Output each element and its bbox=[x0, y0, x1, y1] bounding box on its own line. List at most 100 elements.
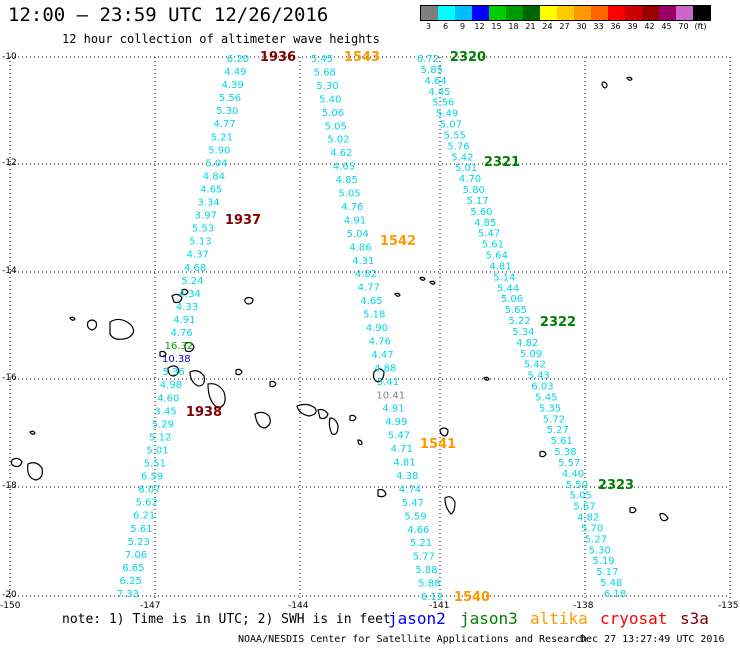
wave-height-value: 5.07 bbox=[440, 120, 462, 131]
wave-height-value: 5.30 bbox=[216, 106, 238, 117]
wave-height-value: 5.42 bbox=[524, 360, 546, 371]
wave-height-value: 5.76 bbox=[447, 141, 469, 152]
lon-label: -138 bbox=[573, 601, 594, 611]
legend-swatch bbox=[523, 6, 540, 20]
generation-timestamp: Dec 27 13:27:49 UTC 2016 bbox=[580, 634, 725, 645]
island-outline bbox=[377, 488, 387, 498]
wave-height-value: 16.32 bbox=[165, 341, 194, 352]
pass-time-label: 1540 bbox=[454, 590, 490, 605]
wave-height-value: 5.67 bbox=[573, 502, 595, 513]
wave-height-value: 4.86 bbox=[349, 242, 371, 253]
wave-height-value: 4.68 bbox=[184, 263, 206, 274]
pass-time-label: 1543 bbox=[344, 50, 380, 65]
wave-height-value: 6.12 bbox=[421, 592, 443, 603]
wave-height-value: 5.27 bbox=[585, 534, 607, 545]
wave-height-value: 5.65 bbox=[505, 305, 527, 316]
wave-height-value: 7.06 bbox=[125, 550, 147, 561]
wave-height-value: 5.06 bbox=[501, 294, 523, 305]
island-outline bbox=[159, 350, 167, 358]
wave-height-value: 4.38 bbox=[396, 471, 418, 482]
wave-height-value: 4.66 bbox=[407, 525, 429, 536]
wave-height-value: 5.61 bbox=[550, 436, 572, 447]
legend-label: 45 bbox=[661, 22, 672, 31]
wave-height-value: 6.65 bbox=[122, 563, 144, 574]
legend-swatch bbox=[455, 6, 472, 20]
wave-height-value: 6.25 bbox=[120, 576, 142, 587]
legend-label: (ft) bbox=[694, 22, 707, 31]
wave-height-value: 5.48 bbox=[600, 578, 622, 589]
wave-height-value: 5.68 bbox=[314, 67, 336, 78]
lat-label: -20 bbox=[2, 590, 17, 600]
wave-height-value: 10.41 bbox=[376, 390, 405, 401]
wave-height-value: 4.82 bbox=[516, 338, 538, 349]
legend-swatch bbox=[642, 6, 659, 20]
wave-height-value: 5.60 bbox=[470, 207, 492, 218]
wave-height-value: 5.70 bbox=[581, 523, 603, 534]
legend-label: 33 bbox=[593, 22, 604, 31]
wave-height-value: 5.36 bbox=[162, 367, 184, 378]
wave-height-value: 4.62 bbox=[330, 148, 352, 159]
pass-time-labels: 1936 1937 1938 1543 1542 1541 1540 2320 2321 2322… bbox=[186, 50, 634, 605]
wave-height-value: 3.34 bbox=[197, 198, 219, 209]
wave-height-value: 5.53 bbox=[192, 224, 214, 235]
legend-label: 12 bbox=[474, 22, 485, 31]
wave-height-value: 4.49 bbox=[224, 67, 246, 78]
wave-height-value: 5.01 bbox=[146, 445, 168, 456]
wave-height-value: 6.59 bbox=[141, 472, 163, 483]
wave-height-value: 6.07 bbox=[138, 485, 160, 496]
wave-height-value: 4.76 bbox=[341, 202, 363, 213]
wave-height-value: 5.45 bbox=[535, 392, 557, 403]
legend-label: 18 bbox=[508, 22, 519, 31]
sat-cryosat-label: cryosat bbox=[600, 609, 668, 628]
pass-time-label: 1542 bbox=[380, 234, 416, 249]
island-outline bbox=[269, 380, 277, 388]
footer-note: note: 1) Time is in UTC; 2) SWH is in fe… bbox=[62, 612, 391, 627]
wave-height-value: 4.45 bbox=[428, 87, 450, 98]
wave-height-value: 5.59 bbox=[404, 511, 426, 522]
wave-height-value: 5.18 bbox=[363, 310, 385, 321]
island-outline bbox=[184, 341, 195, 353]
wave-height-value: 4.33 bbox=[176, 302, 198, 313]
legend-label: 9 bbox=[459, 22, 466, 31]
wave-height-value: 5.13 bbox=[189, 237, 211, 248]
wave-height-value: 4.82 bbox=[577, 513, 599, 524]
wave-height-value: 4.85 bbox=[474, 218, 496, 229]
wave-height-value: 5.21 bbox=[211, 132, 233, 143]
legend-swatch bbox=[421, 6, 438, 20]
wave-height-value: 5.05 bbox=[570, 491, 592, 502]
wave-height-value: 5.04 bbox=[205, 158, 227, 169]
island-outline bbox=[235, 368, 243, 376]
wave-height-value: 5.14 bbox=[493, 272, 515, 283]
wave-height-value: 4.65 bbox=[333, 162, 355, 173]
lon-label: -141 bbox=[429, 601, 450, 611]
wave-height-value: 4.90 bbox=[366, 323, 388, 334]
wave-height-value: 4.31 bbox=[352, 256, 374, 267]
wave-height-value: 4.77 bbox=[213, 119, 235, 130]
island-outline bbox=[69, 316, 76, 321]
wave-height-value: 4.82 bbox=[355, 269, 377, 280]
island-outline bbox=[207, 383, 226, 409]
wave-height-value: 5.44 bbox=[497, 283, 519, 294]
island-outline bbox=[429, 280, 436, 285]
legend-label: 24 bbox=[542, 22, 553, 31]
wave-height-value: 5.47 bbox=[388, 431, 410, 442]
legend-swatch bbox=[659, 6, 676, 20]
pass-time-label: 2320 bbox=[450, 50, 486, 65]
wave-height-value: 5.23 bbox=[128, 537, 150, 548]
wave-height-value: 5.43 bbox=[528, 371, 550, 382]
wave-height-value: 5.17 bbox=[596, 567, 618, 578]
island-outline bbox=[444, 496, 456, 515]
wave-height-value: 5.05 bbox=[325, 121, 347, 132]
wave-height-value: 5.05 bbox=[338, 189, 360, 200]
wave-height-value: 5.40 bbox=[319, 94, 341, 105]
wave-height-value: 5.85 bbox=[421, 65, 443, 76]
legend-label: 21 bbox=[525, 22, 536, 31]
wave-height-value: 4.84 bbox=[203, 171, 225, 182]
island-outline bbox=[317, 408, 329, 420]
island-outline bbox=[29, 430, 36, 435]
wave-height-value: 5.77 bbox=[413, 552, 435, 563]
wave-height-value: 4.65 bbox=[360, 296, 382, 307]
sat-s3a-label: s3a bbox=[680, 609, 709, 628]
wave-height-value: 5.27 bbox=[547, 425, 569, 436]
pass-time-label: 1938 bbox=[186, 405, 222, 420]
